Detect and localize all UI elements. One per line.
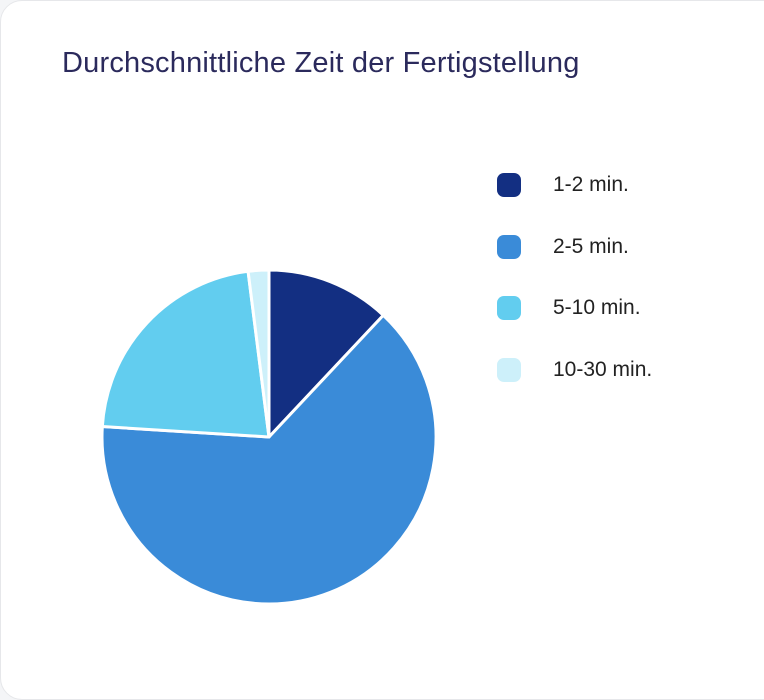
pie-slice-2-5-min[interactable] [100, 313, 438, 606]
legend-item-10-30-min[interactable]: 10-30 min. [497, 355, 652, 385]
legend-item-1-2-min[interactable]: 1-2 min. [497, 170, 652, 200]
pie-slice-10-30-min[interactable] [246, 268, 271, 439]
pie-chart [100, 268, 438, 606]
legend-label-1-2-min: 1-2 min. [553, 173, 629, 196]
legend-swatch-1-2-min [497, 173, 521, 197]
pie-slice-1-2-min[interactable] [267, 268, 385, 439]
legend-item-5-10-min[interactable]: 5-10 min. [497, 293, 652, 323]
legend-label-2-5-min: 2-5 min. [553, 234, 629, 258]
pie-slice-5-10-min[interactable] [100, 269, 271, 439]
legend-label-5-10-min: 5-10 min. [553, 296, 641, 319]
legend-item-2-5-min[interactable]: 2-5 min. [497, 232, 652, 262]
chart-title: Durchschnittliche Zeit der Fertigstellun… [62, 47, 580, 79]
legend-swatch-2-5-min [497, 234, 521, 259]
legend-swatch-10-30-min [497, 357, 521, 382]
legend-label-10-30-min: 10-30 min. [553, 357, 653, 381]
legend-swatch-5-10-min [497, 296, 521, 320]
chart-legend: 1-2 min. 2-5 min. 5-10 min. 10-30 min. [497, 170, 652, 416]
